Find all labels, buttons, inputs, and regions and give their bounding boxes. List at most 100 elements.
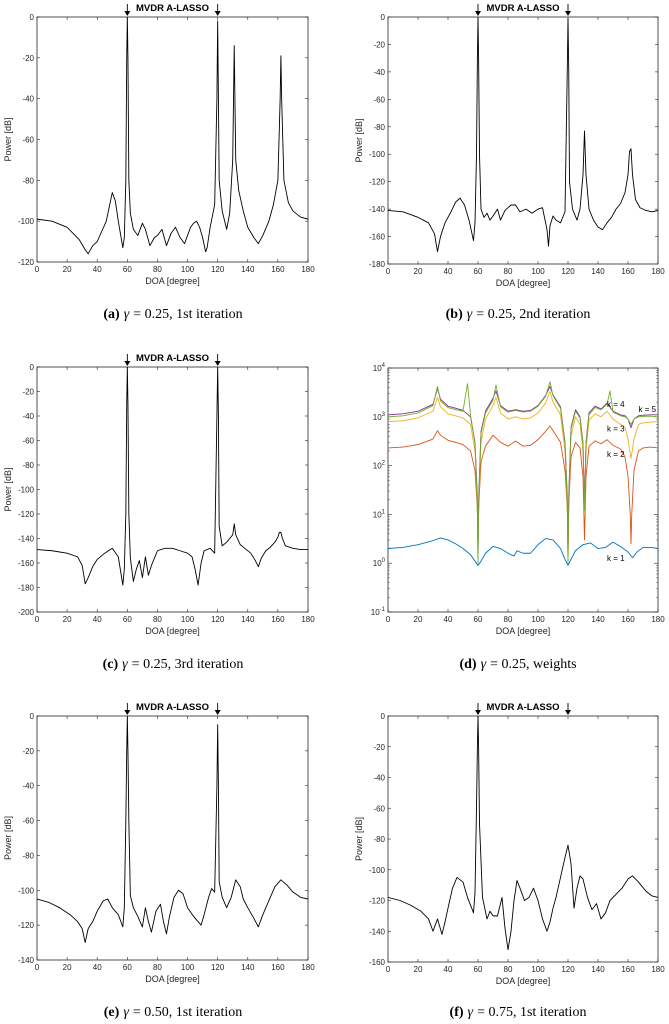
x-tick-label: 0 [35, 265, 40, 274]
x-tick-label: 180 [301, 615, 315, 624]
series-annotation: k = 1 [607, 554, 625, 563]
series-annotation: k = 3 [607, 424, 625, 433]
y-tick-label: -60 [373, 95, 385, 104]
x-tick-label: 140 [591, 615, 605, 624]
y-tick-label: -100 [18, 886, 35, 895]
y-tick-label: -80 [22, 176, 34, 185]
x-tick-label: 120 [211, 615, 225, 624]
subfigure-caption: (d) γ = 0.25, weights [459, 657, 576, 672]
series-line-spectrum [388, 716, 658, 951]
series-annotation: k = 4 [607, 400, 625, 409]
y-axis-label: Power [dB] [3, 467, 13, 511]
true-doa-arrow-head [214, 710, 221, 715]
y-tick-exponent: 0 [382, 558, 386, 564]
y-tick-exponent: 1 [382, 509, 386, 515]
x-tick-label: 120 [211, 963, 225, 972]
y-tick-label: -20 [373, 40, 385, 49]
x-tick-label: 80 [504, 615, 513, 624]
x-tick-label: 120 [561, 965, 575, 974]
true-doa-arrow-head [565, 710, 571, 715]
x-tick-label: 40 [444, 965, 453, 974]
subfigure-caption: (b) γ = 0.25, 2nd iteration [446, 307, 591, 322]
x-tick-label: 140 [241, 963, 255, 972]
caption-gamma: γ [481, 657, 487, 672]
y-tick-label: 0 [381, 712, 386, 721]
x-tick-label: 100 [531, 615, 545, 624]
y-tick-label: -80 [373, 835, 385, 844]
y-tick-label: -40 [22, 782, 34, 791]
y-tick-label: -20 [22, 54, 34, 63]
x-tick-label: 60 [474, 267, 483, 276]
series-annotation: k = 5 [639, 405, 657, 414]
y-tick-label: -100 [369, 150, 386, 159]
x-tick-label: 80 [504, 965, 513, 974]
y-tick-label: -20 [373, 743, 385, 752]
y-tick-label: -200 [18, 608, 35, 617]
caption-gamma: γ [124, 307, 130, 322]
x-tick-label: 60 [123, 265, 132, 274]
y-tick-base: 10 [373, 510, 382, 519]
y-tick-exponent: -1 [380, 607, 386, 613]
x-tick-label: 40 [93, 265, 102, 274]
y-tick-label: -80 [373, 123, 385, 132]
x-tick-label: 20 [63, 963, 72, 972]
caption-label: (c) [103, 657, 119, 672]
caption-gamma: γ [468, 1005, 474, 1020]
chart-title: MVDR A-LASSO [136, 3, 209, 14]
y-tick-label: -180 [18, 584, 35, 593]
x-tick-label: 120 [211, 265, 225, 274]
y-tick-label: 10-1 [371, 607, 386, 617]
y-tick-label: -160 [369, 958, 386, 967]
y-tick-label: -180 [369, 260, 386, 269]
x-tick-label: 40 [444, 615, 453, 624]
true-doa-arrow-head [565, 11, 571, 16]
x-tick-label: 120 [561, 615, 575, 624]
x-axis-label: DOA [degree] [145, 974, 200, 984]
true-doa-arrow-head [214, 11, 221, 16]
x-tick-label: 0 [386, 615, 391, 624]
x-tick-label: 20 [414, 615, 423, 624]
y-tick-label: -140 [18, 956, 35, 965]
caption-text: = 0.25, 2nd iteration [476, 307, 590, 322]
series-line-k3 [388, 391, 658, 560]
series-line-spectrum [37, 367, 308, 586]
x-tick-label: 180 [651, 965, 665, 974]
x-tick-label: 60 [474, 965, 483, 974]
y-tick-label: 100 [373, 558, 386, 568]
x-tick-label: 180 [651, 267, 665, 276]
x-tick-label: 60 [123, 615, 132, 624]
x-axis-label: DOA [degree] [496, 976, 551, 986]
plot-area [36, 366, 309, 613]
chart-title: MVDR A-LASSO [136, 702, 209, 713]
y-tick-label: -40 [22, 95, 34, 104]
x-tick-label: 80 [504, 267, 513, 276]
y-tick-base: 10 [373, 462, 382, 471]
plot-area [387, 367, 659, 613]
x-axis-label: DOA [degree] [496, 626, 551, 636]
x-tick-label: 40 [93, 963, 102, 972]
y-tick-base: 10 [371, 608, 380, 617]
y-tick-label: -100 [18, 217, 35, 226]
x-tick-label: 180 [651, 615, 665, 624]
subfigure-caption: (e) γ = 0.50, 1st iteration [104, 1005, 242, 1020]
y-tick-exponent: 3 [382, 412, 386, 418]
y-tick-label: -100 [369, 866, 386, 875]
plot-area [387, 715, 659, 963]
y-tick-label: 0 [30, 712, 35, 721]
series-line-k2 [388, 425, 658, 549]
x-tick-label: 100 [181, 963, 195, 972]
chart-panel-c: 0 20 40 60 80 100 120 140 160 180 0 -20 -40 -60 -80 -10… [3, 353, 315, 672]
y-tick-label: -120 [18, 921, 35, 930]
caption-label: (e) [104, 1005, 120, 1020]
x-tick-label: 100 [181, 265, 195, 274]
y-axis-label: Power [dB] [3, 816, 13, 860]
x-tick-label: 40 [444, 267, 453, 276]
x-tick-label: 80 [153, 963, 162, 972]
y-tick-label: -60 [22, 437, 34, 446]
x-tick-label: 80 [153, 265, 162, 274]
y-tick-label: -40 [373, 68, 385, 77]
chart-title: MVDR A-LASSO [486, 702, 559, 713]
x-tick-label: 20 [63, 615, 72, 624]
y-tick-label: -60 [373, 804, 385, 813]
